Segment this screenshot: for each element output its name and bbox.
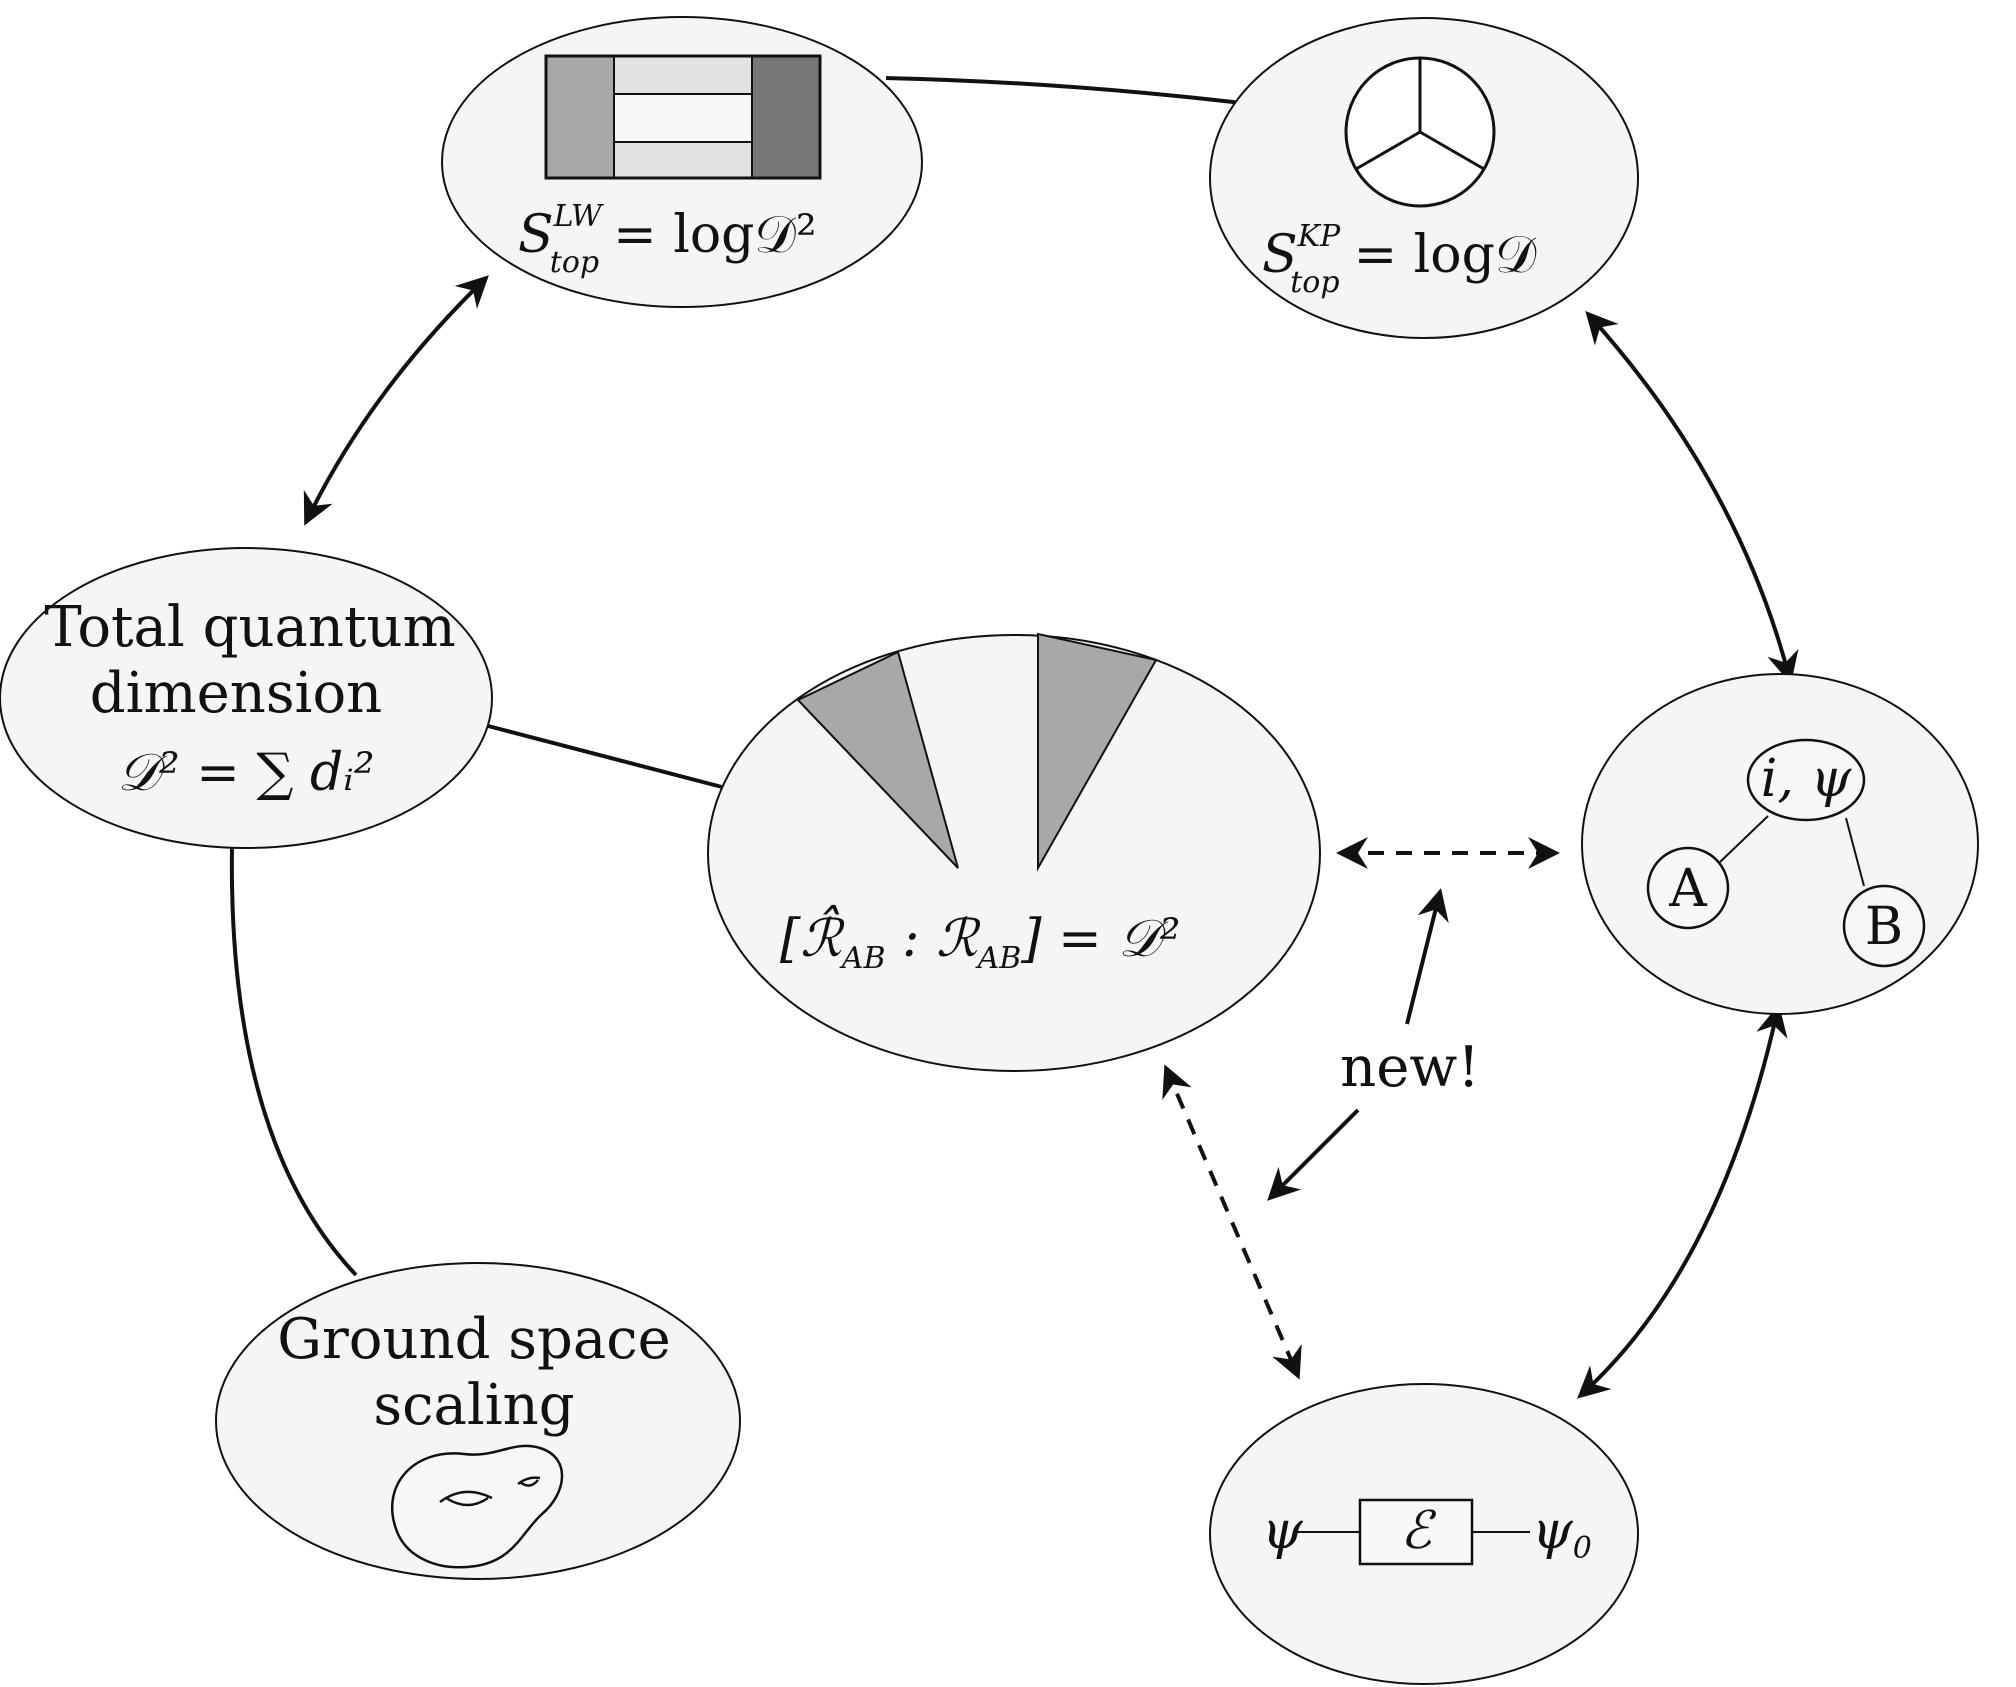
kp-tripartite-icon <box>1346 58 1494 206</box>
channel-box-label: ℰ <box>1400 1501 1436 1561</box>
tree-node-ellipse <box>1582 674 1978 1014</box>
lw-partition-icon <box>546 56 820 178</box>
lw-entropy-node: SLW top = log𝒟² <box>442 17 922 307</box>
connector-totaldim-index <box>488 726 722 787</box>
new-arrow-down <box>1270 1110 1358 1198</box>
arrow-lw-totaldim <box>306 278 486 522</box>
arrow-tree-channel <box>1580 1008 1778 1396</box>
total-dimension-line2: dimension <box>90 661 383 726</box>
kp-entropy-node: SKP top = log𝒟 <box>1210 18 1638 338</box>
ground-space-node: Ground space scaling <box>216 1263 740 1579</box>
tree-root-label: i, ψ <box>1761 749 1853 809</box>
ground-space-line2: scaling <box>373 1373 574 1438</box>
connector-totaldim-ground <box>232 848 356 1275</box>
dashed-arrow-index-channel <box>1166 1068 1298 1376</box>
total-dimension-line1: Total quantum <box>44 595 455 660</box>
channel-node: ψ ℰ ψ0 <box>1210 1384 1638 1684</box>
tree-leaf-a-label: A <box>1668 859 1708 919</box>
tree-node: i, ψ A B <box>1582 674 1978 1014</box>
connector-lw-kp <box>886 78 1242 103</box>
ground-space-line1: Ground space <box>277 1307 670 1372</box>
new-arrow-up <box>1407 892 1440 1024</box>
tree-leaf-b-label: B <box>1865 897 1903 957</box>
total-dimension-formula: 𝒟² = ∑ dᵢ² <box>117 743 374 803</box>
total-dimension-node: Total quantum dimension 𝒟² = ∑ dᵢ² <box>0 548 492 848</box>
arrow-kp-tree <box>1588 314 1790 680</box>
new-annotation: new! <box>1340 1035 1480 1100</box>
index-node: [ℛ̂AB : ℛAB] = 𝒟² <box>708 634 1320 1071</box>
